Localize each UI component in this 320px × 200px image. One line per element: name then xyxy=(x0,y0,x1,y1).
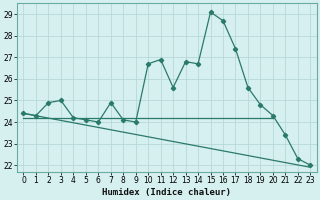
X-axis label: Humidex (Indice chaleur): Humidex (Indice chaleur) xyxy=(102,188,231,197)
